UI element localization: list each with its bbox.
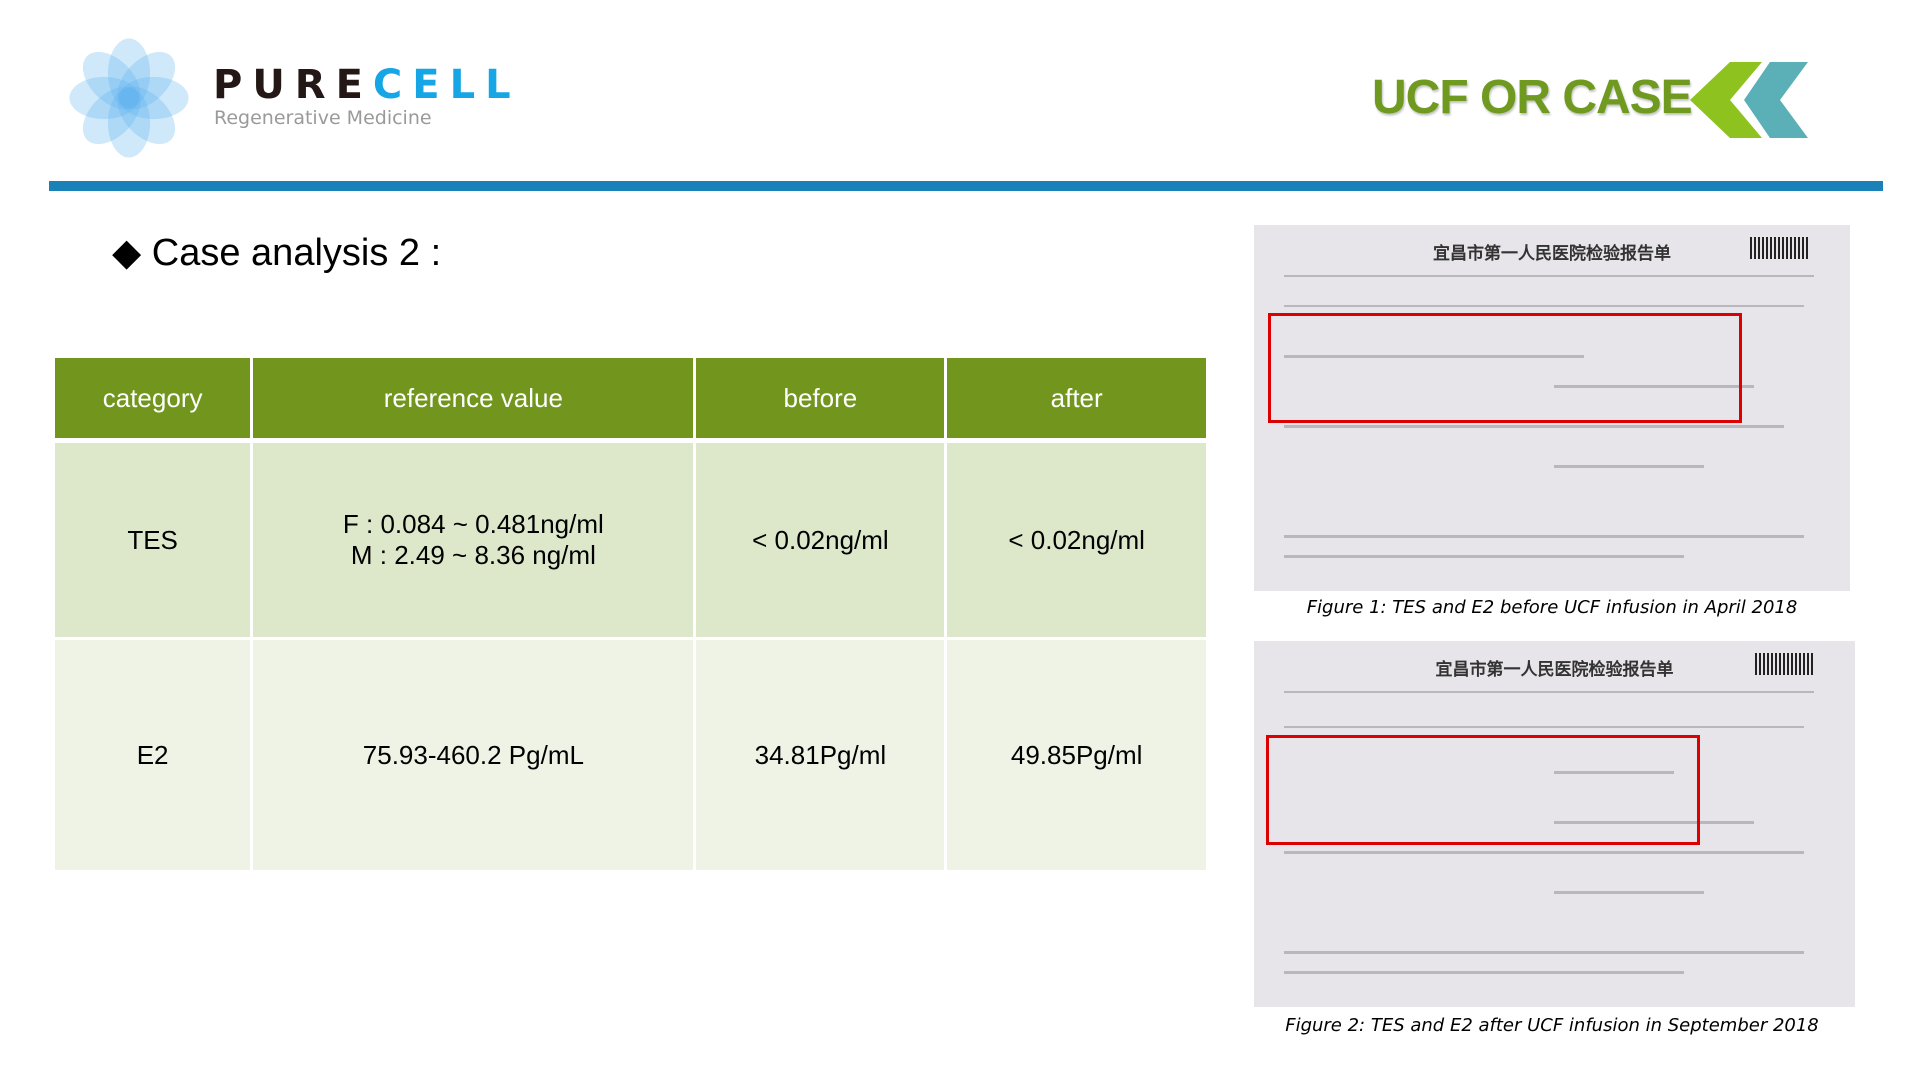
cell-category: E2 (55, 637, 251, 870)
header-divider (49, 181, 1883, 191)
cell-category: TES (55, 438, 251, 637)
case-title: ◆ Case analysis 2 : (112, 232, 442, 274)
table-row: E2 75.93-460.2 Pg/mL 34.81Pg/ml 49.85Pg/… (55, 637, 1206, 870)
cell-before: < 0.02ng/ml (696, 438, 945, 637)
cell-before: 34.81Pg/ml (696, 637, 945, 870)
brand-name-pure: PURE (213, 62, 373, 108)
report-title: 宜昌市第一人民医院检验报告单 (1435, 660, 1674, 680)
brand-name-cell: CELL (372, 62, 521, 108)
cell-reference: F : 0.084 ~ 0.481ng/ml M : 2.49 ~ 8.36 ng… (253, 438, 694, 637)
highlight-box (1268, 313, 1742, 423)
highlight-box (1266, 735, 1700, 845)
column-header: reference value (253, 358, 694, 438)
cell-after: 49.85Pg/ml (947, 637, 1206, 870)
purecell-logo-icon (69, 38, 189, 158)
chevron-left-icon (1690, 62, 1808, 138)
brand-name: PURECELL (213, 62, 521, 108)
barcode-icon (1755, 653, 1815, 675)
figure-2-report-photo: 宜昌市第一人民医院检验报告单 (1254, 641, 1855, 1007)
figure-1-caption: Figure 1: TES and E2 before UCF infusion… (1306, 597, 1798, 618)
cell-after: < 0.02ng/ml (947, 438, 1206, 637)
figure-2-caption: Figure 2: TES and E2 after UCF infusion … (1285, 1015, 1819, 1036)
cell-reference: 75.93-460.2 Pg/mL (253, 637, 694, 870)
table-header-row: category reference value before after (55, 358, 1206, 438)
table-row: TES F : 0.084 ~ 0.481ng/ml M : 2.49 ~ 8.3… (55, 438, 1206, 637)
figure-1-report-photo: 宜昌市第一人民医院检验报告单 (1254, 225, 1850, 591)
reference-line: M : 2.49 ~ 8.36 ng/ml (350, 540, 596, 570)
column-header: after (947, 358, 1206, 438)
case-table: category reference value before after TE… (52, 358, 1209, 870)
section-title: UCF OR CASE (1372, 71, 1693, 124)
column-header: category (55, 358, 251, 438)
barcode-icon (1750, 237, 1810, 259)
report-title: 宜昌市第一人民医院检验报告单 (1433, 244, 1671, 264)
column-header: before (696, 358, 945, 438)
reference-line: F : 0.084 ~ 0.481ng/ml (342, 509, 604, 539)
brand-tagline: Regenerative Medicine (214, 107, 432, 129)
